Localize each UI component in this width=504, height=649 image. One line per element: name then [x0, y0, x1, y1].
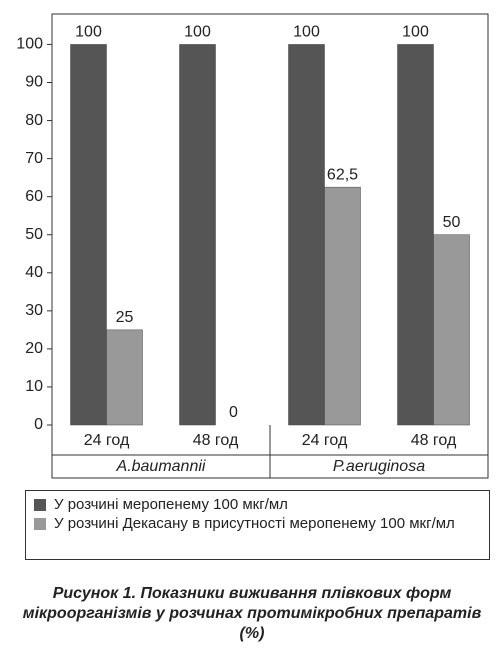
y-tick-label: 40 [25, 264, 43, 281]
bar [324, 186, 361, 426]
value-label: 100 [293, 24, 320, 41]
y-tick-label: 20 [25, 340, 43, 357]
bar [397, 44, 434, 426]
x-tick-label: 48 год [193, 432, 239, 449]
y-tick-label: 70 [25, 150, 43, 167]
chart: 0 10 20 30 40 50 60 70 80 90 100 24 год 100 25 48 год 1… [16, 13, 489, 479]
legend-label: У розчині меропенему 100 мкг/мл [54, 496, 288, 513]
value-label: 50 [443, 214, 461, 231]
group-label: A.baumannii [116, 458, 206, 475]
value-label: 25 [116, 309, 134, 326]
legend-entry: У розчині меропенему 100 мкг/мл [34, 496, 481, 513]
bar [433, 234, 470, 426]
bar [70, 44, 107, 426]
x-tick-label: 24 год [302, 432, 348, 449]
group-label: P.aeruginosa [333, 458, 425, 475]
y-tick-label: 80 [25, 112, 43, 129]
caption: Рисунок 1. Показники виживання плівкових… [22, 585, 482, 642]
value-label: 0 [229, 404, 238, 421]
legend: У розчині меропенему 100 мкг/мл У розчині… [25, 490, 490, 560]
x-tick-label: 24 год [84, 432, 130, 449]
y-tick-label: 0 [34, 416, 43, 433]
y-tick-label: 60 [25, 188, 43, 205]
value-label: 100 [184, 24, 211, 41]
y-tick-label: 90 [25, 74, 43, 91]
y-tick-label: 30 [25, 302, 43, 319]
y-tick-label: 10 [25, 378, 43, 395]
bar [106, 329, 143, 426]
value-label: 62,5 [327, 166, 358, 183]
legend-swatch [34, 518, 46, 530]
bar [179, 44, 216, 426]
legend-swatch [34, 499, 46, 511]
value-label: 100 [402, 24, 429, 41]
legend-entry: У розчині Декасану в присутності меропен… [34, 515, 481, 532]
y-tick-label: 50 [25, 226, 43, 243]
bar [288, 44, 325, 426]
legend-label: У розчині Декасану в присутності меропен… [54, 515, 455, 532]
y-tick-label: 100 [16, 36, 43, 53]
x-tick-label: 48 год [411, 432, 457, 449]
value-label: 100 [75, 24, 102, 41]
